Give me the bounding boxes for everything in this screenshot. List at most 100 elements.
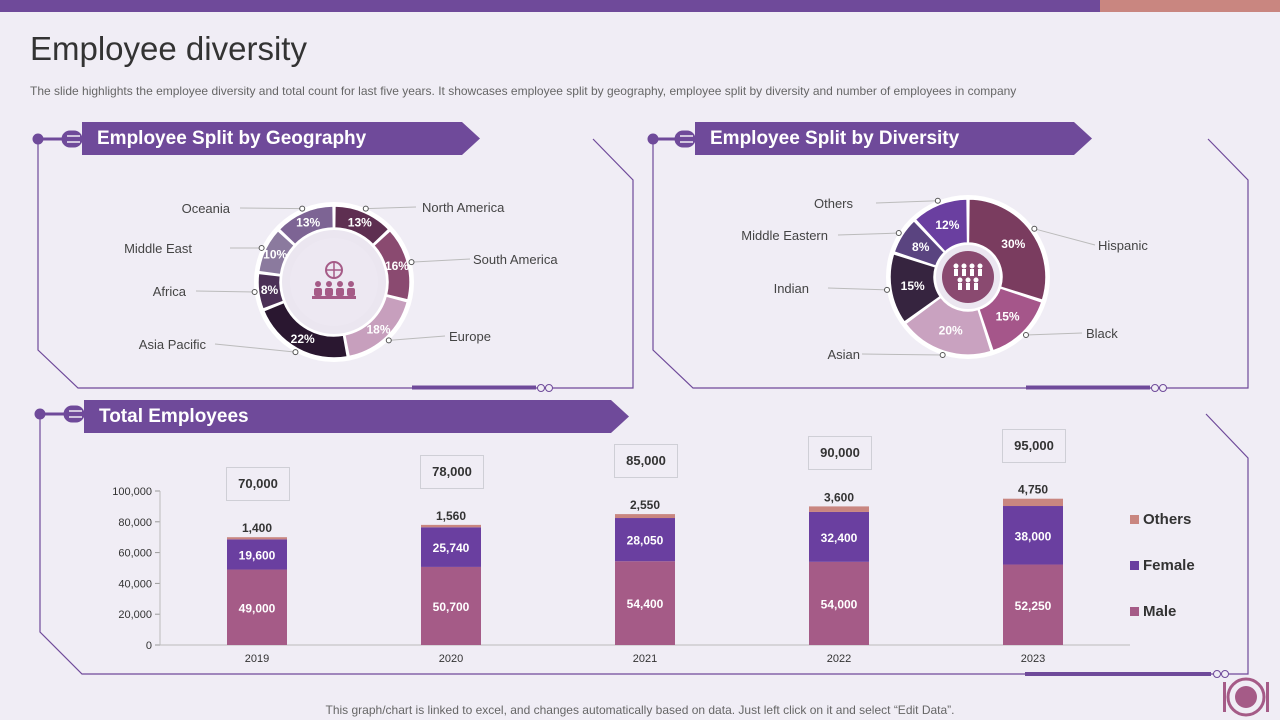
top-accent-bar-secondary	[1100, 0, 1280, 12]
slice-label-asian: 20%	[939, 323, 963, 337]
leader-line-others	[875, 200, 938, 204]
leader-dot-indian	[884, 286, 891, 293]
leader-dot-black	[1022, 331, 1029, 338]
category-label-africa: Africa	[153, 284, 187, 299]
diversity-banner: Employee Split by Diversity	[695, 122, 1092, 155]
y-tick-label: 100,000	[112, 486, 152, 498]
slice-others	[914, 198, 969, 253]
x-tick-label-2019: 2019	[245, 653, 269, 665]
slice-label-hispanic: 30%	[1001, 237, 1025, 251]
bar-male-2022	[809, 561, 869, 645]
total-value-2022: 90,000	[808, 436, 872, 471]
category-label-oceania: Oceania	[182, 201, 231, 216]
bar-female-2023	[1003, 506, 1063, 565]
category-label-black: Black	[1086, 326, 1118, 341]
leader-dot-asia-pacific	[292, 349, 299, 356]
bar-label-female-2020: 25,740	[433, 541, 470, 555]
category-label-hispanic: Hispanic	[1098, 238, 1148, 253]
bar-label-female-2023: 38,000	[1015, 529, 1052, 543]
bar-others-2020	[421, 524, 481, 528]
leader-line-africa	[195, 290, 255, 293]
geography-donut-chart: 13% 16% 18% 22% 8% 10% 13% North America South …	[124, 200, 558, 362]
bar-label-others-2022: 3,600	[824, 490, 854, 504]
total-value-2020: 78,000	[420, 454, 484, 489]
bar-label-others-2023: 4,750	[1018, 483, 1048, 497]
slice-europe	[343, 295, 409, 358]
total-value-2021: 85,000	[614, 444, 678, 479]
leader-dot-hispanic	[1031, 225, 1038, 232]
page-subtitle: The slide highlights the employee divers…	[30, 84, 1017, 98]
leader-dot-north-america	[362, 205, 369, 212]
leader-line-south-america	[411, 258, 471, 263]
bar-label-female-2021: 28,050	[627, 534, 664, 548]
leader-line-indian	[827, 287, 888, 291]
leader-dot-others	[934, 197, 941, 204]
legend-male-swatch	[1130, 607, 1139, 616]
leader-dot-asian	[939, 351, 946, 358]
diversity-donut-chart: 30% 15% 20% 15% 8% 12% Hispanic Black Asian Indi…	[741, 195, 1148, 362]
bar-label-male-2022: 54,000	[821, 597, 858, 611]
bar-female-2022	[809, 511, 869, 562]
leader-dot-africa	[251, 289, 258, 296]
leader-line-asia-pacific	[214, 343, 296, 353]
slice-label-oceania: 13%	[296, 215, 320, 229]
bar-male-2019	[227, 569, 287, 645]
bar-male-2021	[615, 561, 675, 645]
bar-female-2019	[227, 539, 287, 570]
y-tick-label: 0	[146, 640, 152, 652]
x-tick-label-2020: 2020	[439, 653, 463, 665]
plate-cutlery-icon	[1223, 677, 1269, 717]
category-label-north-america: North America	[422, 200, 505, 215]
bar-male-2020	[421, 566, 481, 645]
leader-dot-south-america	[408, 259, 415, 266]
page-title: Employee diversity	[30, 30, 307, 67]
slice-label-middle-eastern: 8%	[912, 240, 930, 254]
slice-middle-east	[257, 229, 296, 276]
y-tick-label: 40,000	[118, 578, 152, 590]
slice-label-middle-east: 10%	[263, 247, 287, 261]
legend-male-label: Male	[1143, 603, 1177, 620]
slice-middle-eastern	[893, 219, 946, 268]
bar-label-male-2023: 52,250	[1015, 599, 1052, 613]
legend-female-label: Female	[1143, 557, 1195, 574]
slice-africa	[257, 272, 285, 311]
slice-north-america	[333, 205, 390, 246]
slice-label-north-america: 13%	[348, 215, 372, 229]
x-tick-label-2021: 2021	[633, 653, 657, 665]
leader-line-hispanic	[1034, 228, 1096, 246]
leader-line-asian	[861, 353, 943, 356]
slice-label-africa: 8%	[261, 283, 279, 297]
slice-south-america	[372, 229, 411, 301]
slice-oceania	[278, 205, 335, 246]
leader-line-middle-eastern	[837, 232, 899, 236]
bar-label-male-2021: 54,400	[627, 597, 664, 611]
bar-label-female-2019: 19,600	[239, 548, 276, 562]
leader-dot-middle-east	[258, 244, 265, 251]
bar-label-others-2021: 2,550	[630, 498, 660, 512]
y-tick-label: 60,000	[118, 548, 152, 560]
category-label-indian: Indian	[774, 281, 809, 296]
geography-banner: Employee Split by Geography	[82, 122, 480, 155]
category-label-middle-east: Middle East	[124, 241, 192, 256]
y-tick-label: 80,000	[118, 517, 152, 529]
category-label-others: Others	[814, 196, 854, 211]
legend-female-swatch	[1130, 561, 1139, 570]
slice-black	[977, 286, 1043, 352]
people-group-icon	[942, 251, 994, 303]
bar-label-female-2022: 32,400	[821, 531, 858, 545]
y-tick-label: 20,000	[118, 609, 152, 621]
leader-line-black	[1025, 332, 1083, 336]
category-label-asia-pacific: Asia Pacific	[139, 337, 207, 352]
x-tick-label-2023: 2023	[1021, 653, 1045, 665]
leader-dot-oceania	[299, 205, 306, 212]
footer-note: This graph/chart is linked to excel, and…	[325, 703, 955, 717]
leader-dot-middle-eastern	[895, 230, 902, 237]
leader-line-europe	[388, 335, 446, 341]
slice-asian	[904, 296, 993, 356]
slice-label-indian: 15%	[901, 279, 925, 293]
legend-others-label: Others	[1143, 511, 1192, 528]
bar-others-2019	[227, 537, 287, 540]
category-label-europe: Europe	[449, 329, 491, 344]
legend-others: Others	[1130, 511, 1191, 528]
legend-others-swatch	[1130, 515, 1139, 524]
